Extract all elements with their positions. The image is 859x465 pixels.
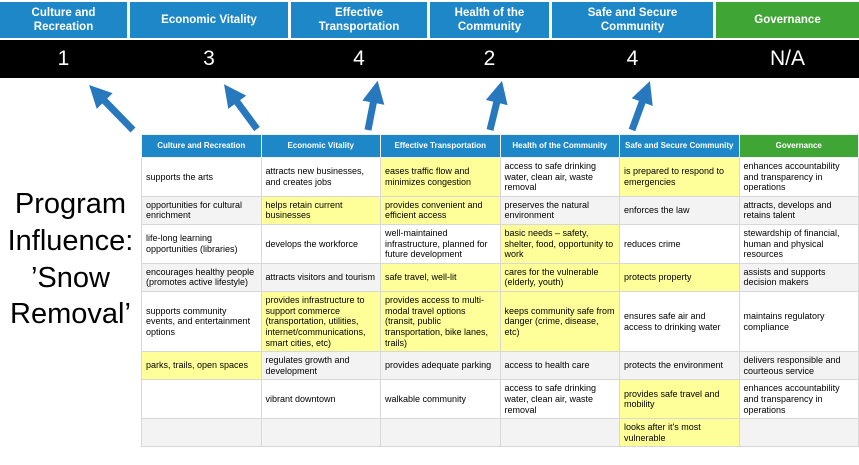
score-band: 1 3 4 2 4 N/A <box>0 40 859 78</box>
table-cell: provides infrastructure to support comme… <box>260 291 381 353</box>
table-cell <box>260 418 381 448</box>
score-safe-secure-community: 4 <box>626 47 639 70</box>
table-cell: encourages healthy people (promotes acti… <box>141 262 262 293</box>
table-cell: reduces crime <box>619 224 740 264</box>
up-arrow-icon <box>628 81 653 132</box>
table-row: vibrant downtown walkable community acce… <box>141 379 859 420</box>
table-cell: basic needs – safety, shelter, food, opp… <box>499 224 620 264</box>
up-arrow-icon <box>362 80 385 131</box>
page-title: Program Influence: ’Snow Removal’ <box>7 188 134 331</box>
table-cell: protects property <box>619 262 740 293</box>
table-cell <box>499 418 620 448</box>
score-economic-vitality: 3 <box>203 47 215 70</box>
influence-table: Culture and Recreation Economic Vitality… <box>141 134 859 448</box>
column-header-economic-vitality: Economic Vitality <box>260 134 381 158</box>
table-cell: helps retain current businesses <box>260 195 381 226</box>
table-cell: attracts, develops and retains talent <box>738 195 859 226</box>
table-row: supports the arts attracts new businesse… <box>141 157 859 197</box>
table-cell: provides safe travel and mobility <box>619 379 740 420</box>
table-cell: attracts new businesses, and creates job… <box>260 157 381 197</box>
table-cell: life-long learning opportunities (librar… <box>141 224 262 264</box>
score-governance: N/A <box>769 47 805 70</box>
up-arrow-icon <box>224 84 260 132</box>
category-box-governance: Governance <box>716 2 859 38</box>
table-cell: enforces the law <box>619 195 740 226</box>
table-cell: assists and supports decision makers <box>738 262 859 293</box>
column-header-health-community: Health of the Community <box>499 134 620 158</box>
table-cell: enhances accountability and transparency… <box>738 379 859 420</box>
table-cell: provides convenient and efficient access <box>380 195 501 226</box>
table-cell: vibrant downtown <box>260 379 381 420</box>
table-cell: well-maintained infrastructure, planned … <box>380 224 501 264</box>
table-row: opportunities for cultural enrichment he… <box>141 195 859 226</box>
score-health-community: 2 <box>483 47 496 70</box>
table-row: supports community events, and entertain… <box>141 291 859 353</box>
column-header-safe-secure-community: Safe and Secure Community <box>619 134 740 158</box>
table-cell <box>380 418 501 448</box>
category-box-health-community: Health of the Community <box>430 2 549 38</box>
table-cell <box>738 418 859 448</box>
table-cell: keeps community safe from danger (crime,… <box>499 291 620 353</box>
up-arrow-icon <box>485 80 508 131</box>
main-content: Program Influence: ’Snow Removal’ Cultur… <box>0 134 859 448</box>
category-box-safe-secure-community: Safe and Secure Community <box>552 2 713 38</box>
table-cell: regulates growth and development <box>260 351 381 381</box>
table-cell: is prepared to respond to emergencies <box>619 157 740 197</box>
table-cell: stewardship of financial, human and phys… <box>738 224 859 264</box>
table-cell: access to safe drinking water, clean air… <box>499 379 620 420</box>
influence-arrows <box>89 80 653 133</box>
table-cell: access to safe drinking water, clean air… <box>499 157 620 197</box>
table-cell: eases traffic flow and minimizes congest… <box>380 157 501 197</box>
table-cell: supports community events, and entertain… <box>141 291 262 353</box>
column-header-governance: Governance <box>738 134 859 158</box>
table-cell: attracts visitors and tourism <box>260 262 381 293</box>
column-header-culture-recreation: Culture and Recreation <box>141 134 262 158</box>
table-cell: cares for the vulnerable (elderly, youth… <box>499 262 620 293</box>
table-cell: access to health care <box>499 351 620 381</box>
category-header-bar: Culture and Recreation Economic Vitality… <box>0 0 859 38</box>
category-box-effective-transportation: Effective Transportation <box>291 2 427 38</box>
table-cell: provides access to multi-modal travel op… <box>380 291 501 353</box>
category-box-economic-vitality: Economic Vitality <box>130 2 288 38</box>
table-cell: enhances accountability and transparency… <box>738 157 859 197</box>
category-box-culture-recreation: Culture and Recreation <box>0 2 127 38</box>
table-cell: walkable community <box>380 379 501 420</box>
table-cell <box>141 418 262 448</box>
table-cell <box>141 379 262 420</box>
table-row: life-long learning opportunities (librar… <box>141 224 859 264</box>
table-header-row: Culture and Recreation Economic Vitality… <box>141 134 859 158</box>
table-row: parks, trails, open spaces regulates gro… <box>141 351 859 381</box>
table-cell: safe travel, well-lit <box>380 262 501 293</box>
table-cell: opportunities for cultural enrichment <box>141 195 262 226</box>
table-cell: maintains regulatory compliance <box>738 291 859 353</box>
table-row: looks after it's most vulnerable <box>141 418 859 448</box>
column-header-effective-transportation: Effective Transportation <box>380 134 501 158</box>
table-cell: delivers responsible and courteous servi… <box>738 351 859 381</box>
score-culture-recreation: 1 <box>57 47 70 70</box>
up-arrow-icon <box>89 84 136 133</box>
table-cell: protects the environment <box>619 351 740 381</box>
table-cell: supports the arts <box>141 157 262 197</box>
table-cell: parks, trails, open spaces <box>141 351 262 381</box>
table-cell: looks after it's most vulnerable <box>619 418 740 448</box>
table-cell: provides adequate parking <box>380 351 501 381</box>
table-cell: preserves the natural environment <box>499 195 620 226</box>
score-effective-transportation: 4 <box>353 47 365 70</box>
table-cell: ensures safe air and access to drinking … <box>619 291 740 353</box>
table-row: encourages healthy people (promotes acti… <box>141 262 859 293</box>
title-area: Program Influence: ’Snow Removal’ <box>0 134 141 333</box>
table-cell: develops the workforce <box>260 224 381 264</box>
